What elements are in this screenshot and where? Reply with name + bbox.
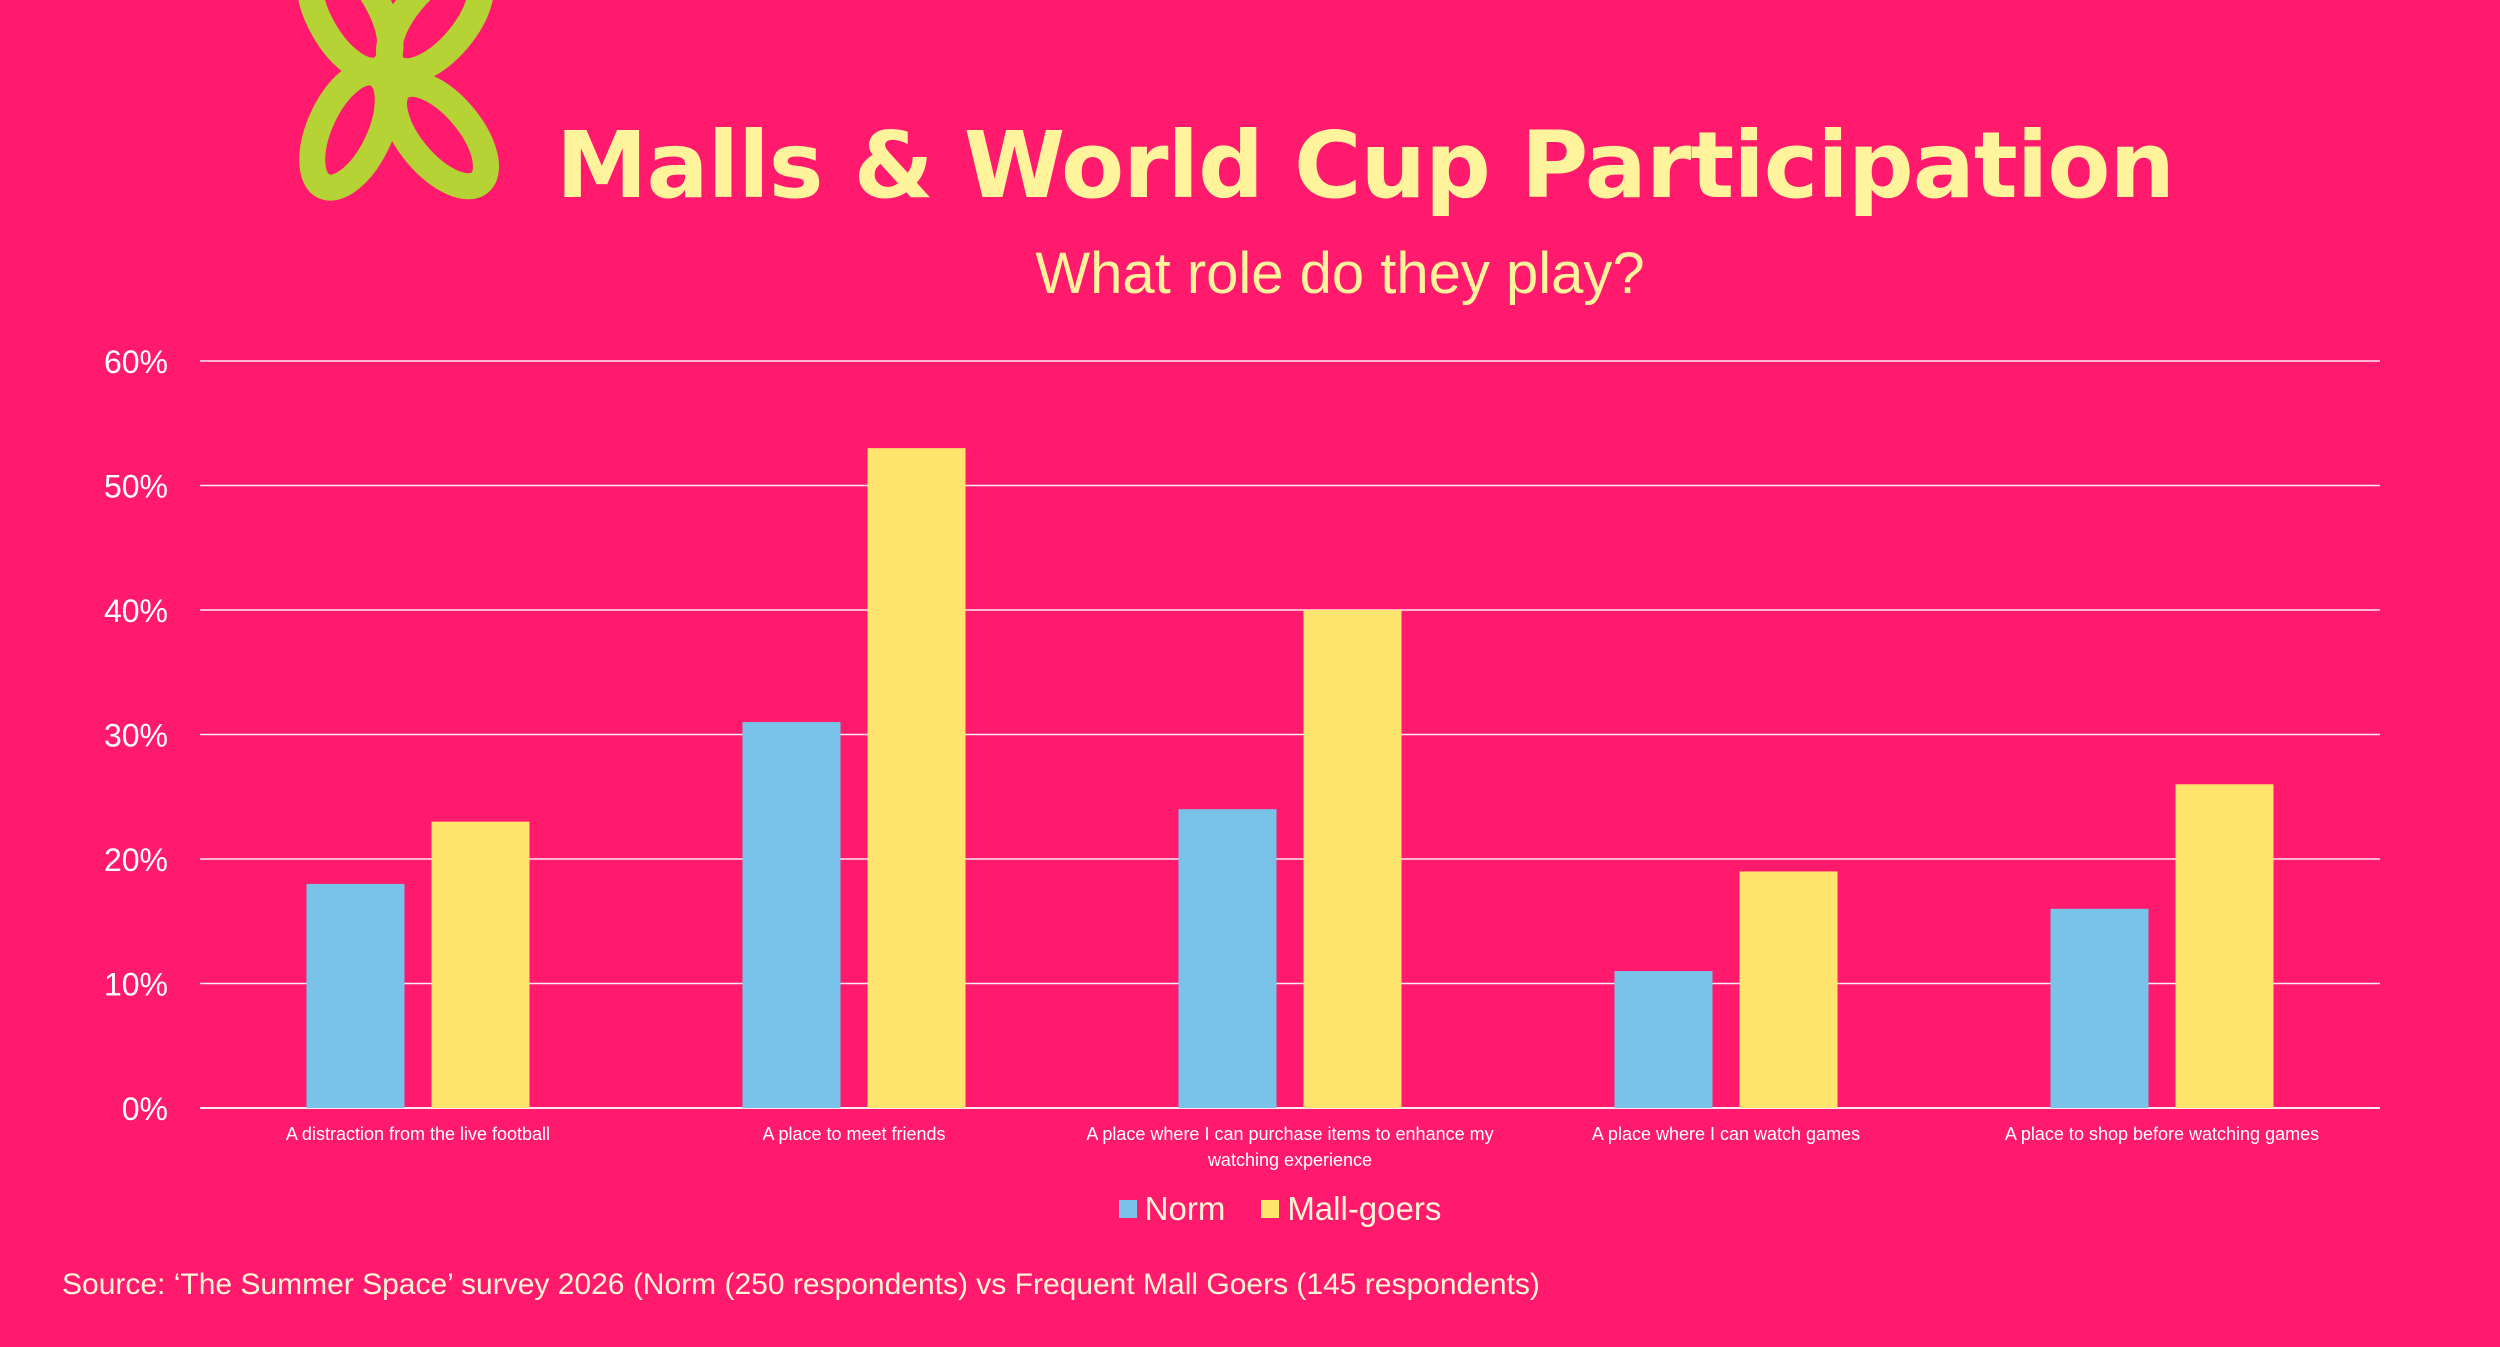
y-tick-label: 40% (104, 593, 168, 629)
bar-norm (1614, 971, 1713, 1108)
y-tick-label: 20% (104, 842, 168, 878)
legend-swatch-mall-goers (1261, 1200, 1280, 1218)
x-tick-label: A place where I can purchase items to en… (1086, 1124, 1493, 1170)
bar-mall-goers (1303, 610, 1402, 1108)
x-tick-label: A distraction from the live football (286, 1124, 550, 1144)
chart-subtitle: What role do they play? (1035, 241, 1645, 306)
flower-logo-icon (296, 0, 500, 201)
gridlines (200, 360, 2380, 1109)
legend-label-norm: Norm (1144, 1190, 1226, 1227)
bar-mall-goers (2175, 784, 2274, 1108)
y-tick-label: 30% (104, 718, 168, 754)
source-note: Source: ‘The Summer Space’ survey 2026 (… (62, 1268, 1540, 1301)
chart-title: Malls & World Cup Participation (556, 112, 2175, 219)
y-tick-label: 60% (104, 344, 168, 380)
y-tick-label: 50% (104, 469, 168, 505)
x-tick-label: A place where I can watch games (1592, 1124, 1860, 1144)
bar-norm (1178, 809, 1277, 1108)
bar-norm (306, 883, 405, 1108)
bar-norm (2050, 908, 2149, 1108)
legend-swatch-norm (1118, 1200, 1137, 1218)
x-tick-label: A place to meet friends (762, 1124, 945, 1144)
bars (306, 448, 2274, 1108)
legend: Norm Mall-goers (0, 1190, 2500, 1228)
x-axis-labels: A distraction from the live football A pl… (286, 1124, 2319, 1170)
y-axis-ticks: 0% 10% 20% 30% 40% 50% 60% (104, 344, 168, 1127)
x-tick-label: A place to shop before watching games (2005, 1124, 2319, 1144)
bar-mall-goers (431, 821, 530, 1108)
bar-norm (742, 722, 841, 1108)
y-tick-label: 0% (122, 1091, 168, 1127)
legend-item-mall-goers: Mall-goers (1261, 1190, 1441, 1228)
legend-label-mall-goers: Mall-goers (1287, 1190, 1442, 1227)
y-tick-label: 10% (104, 967, 168, 1003)
bar-mall-goers (867, 448, 966, 1108)
legend-item-norm: Norm (1118, 1190, 1226, 1228)
bar-mall-goers (1739, 871, 1838, 1108)
